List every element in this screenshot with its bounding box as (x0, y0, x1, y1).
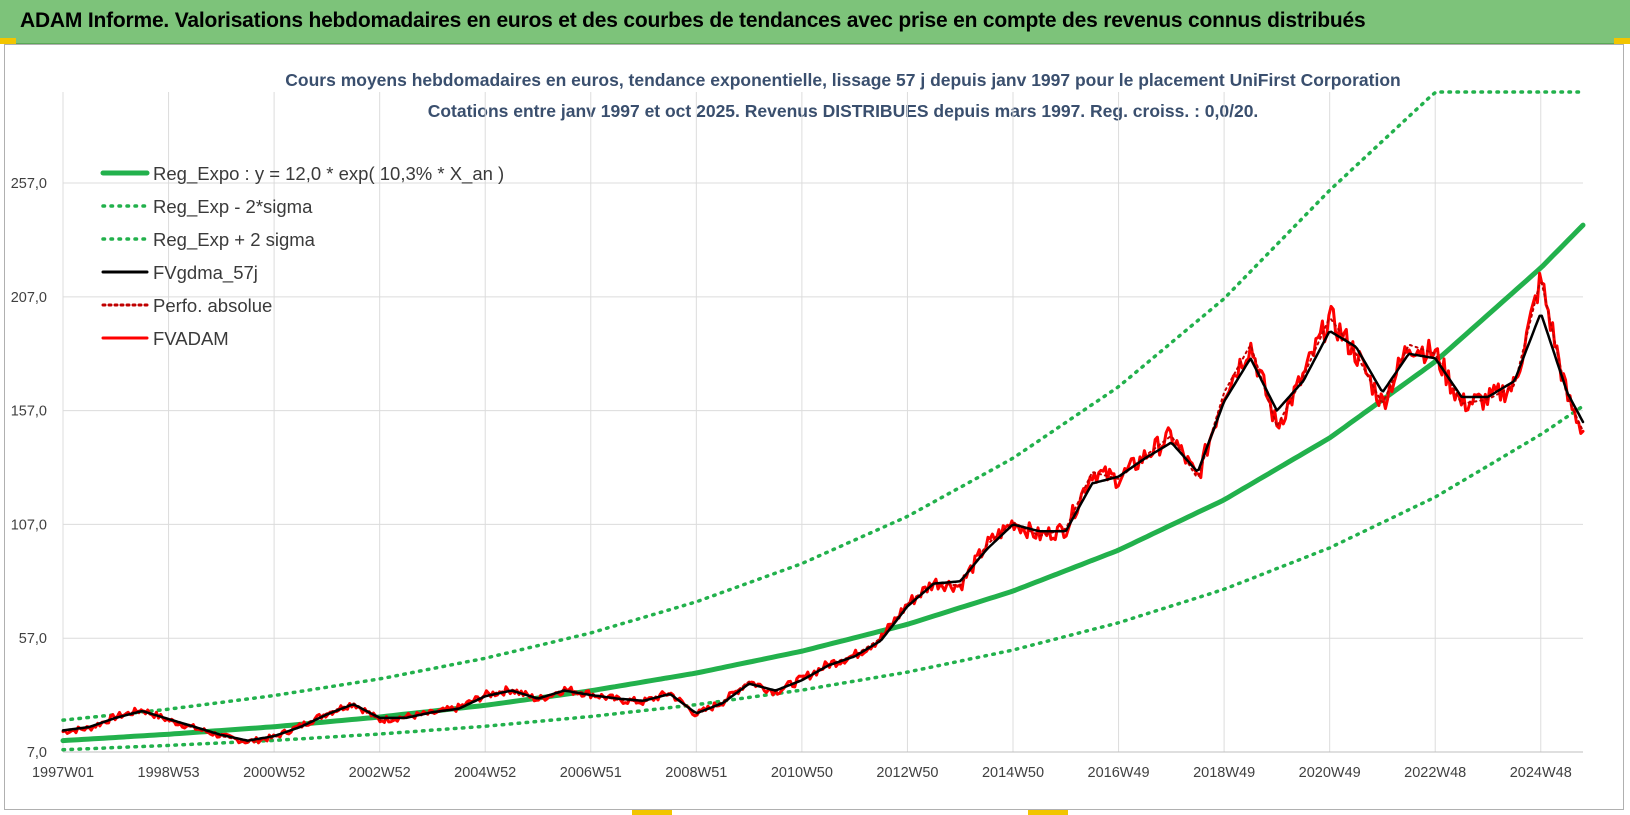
x-tick-label: 2024W48 (1510, 765, 1572, 781)
legend-label: Perfo. absolue (153, 295, 272, 316)
x-tick-label: 2012W50 (876, 765, 938, 781)
series-line-5 (61, 271, 1585, 745)
axis-tick-labels: 7,0 57,0 107,0 157,0 207,0 257,0 1997W01 1998W5… (11, 176, 1572, 781)
report-banner: ADAM Informe. Valorisations hebdomadaire… (0, 0, 1630, 44)
x-tick-label: 2002W52 (349, 765, 411, 781)
legend-label: FVADAM (153, 328, 229, 349)
chart-title-line1: Cours moyens hebdomadaires en euros, ten… (285, 70, 1400, 90)
bottom-marker-right (1028, 809, 1068, 815)
y-tick-label: 107,0 (11, 517, 47, 533)
y-tick-label: 157,0 (11, 404, 47, 420)
x-tick-label: 2004W52 (454, 765, 516, 781)
legend-label: Reg_Exp - 2*sigma (153, 196, 313, 218)
x-tick-label: 2006W51 (560, 765, 622, 781)
legend-label: FVgdma_57j (153, 262, 258, 284)
x-tick-label: 2000W52 (243, 765, 305, 781)
corner-marker-right (1614, 38, 1630, 44)
x-tick-label: 2010W50 (771, 765, 833, 781)
gridlines (62, 92, 1583, 753)
chart-title-line2: Cotations entre janv 1997 et oct 2025. R… (428, 101, 1259, 121)
y-tick-label: 57,0 (19, 631, 47, 647)
series-line-2 (61, 90, 1585, 722)
series-line-1 (61, 404, 1585, 752)
series-line-3 (61, 314, 1585, 742)
series-lines (60, 90, 1586, 752)
chart-frame (4, 44, 1624, 810)
x-tick-label: 1998W53 (138, 765, 200, 781)
legend-label: Reg_Exp + 2 sigma (153, 229, 316, 251)
legend: Reg_Expo : y = 12,0 * exp( 10,3% * X_an … (100, 163, 504, 349)
y-tick-label: 207,0 (11, 290, 47, 306)
x-tick-label: 2016W49 (1088, 765, 1150, 781)
series-line-0 (60, 222, 1586, 744)
x-tick-label: 2008W51 (665, 765, 727, 781)
x-tick-label: 2022W48 (1404, 765, 1466, 781)
x-tick-label: 1997W01 (32, 765, 94, 781)
y-tick-label: 257,0 (11, 176, 47, 192)
report-banner-title: ADAM Informe. Valorisations hebdomadaire… (20, 9, 1366, 32)
y-tick-label: 7,0 (27, 745, 47, 761)
x-tick-label: 2014W50 (982, 765, 1044, 781)
bottom-marker-left (632, 809, 672, 815)
x-tick-label: 2018W49 (1193, 765, 1255, 781)
legend-label: Reg_Expo : y = 12,0 * exp( 10,3% * X_an … (153, 163, 504, 185)
x-tick-label: 2020W49 (1299, 765, 1361, 781)
corner-marker-left (0, 38, 16, 44)
